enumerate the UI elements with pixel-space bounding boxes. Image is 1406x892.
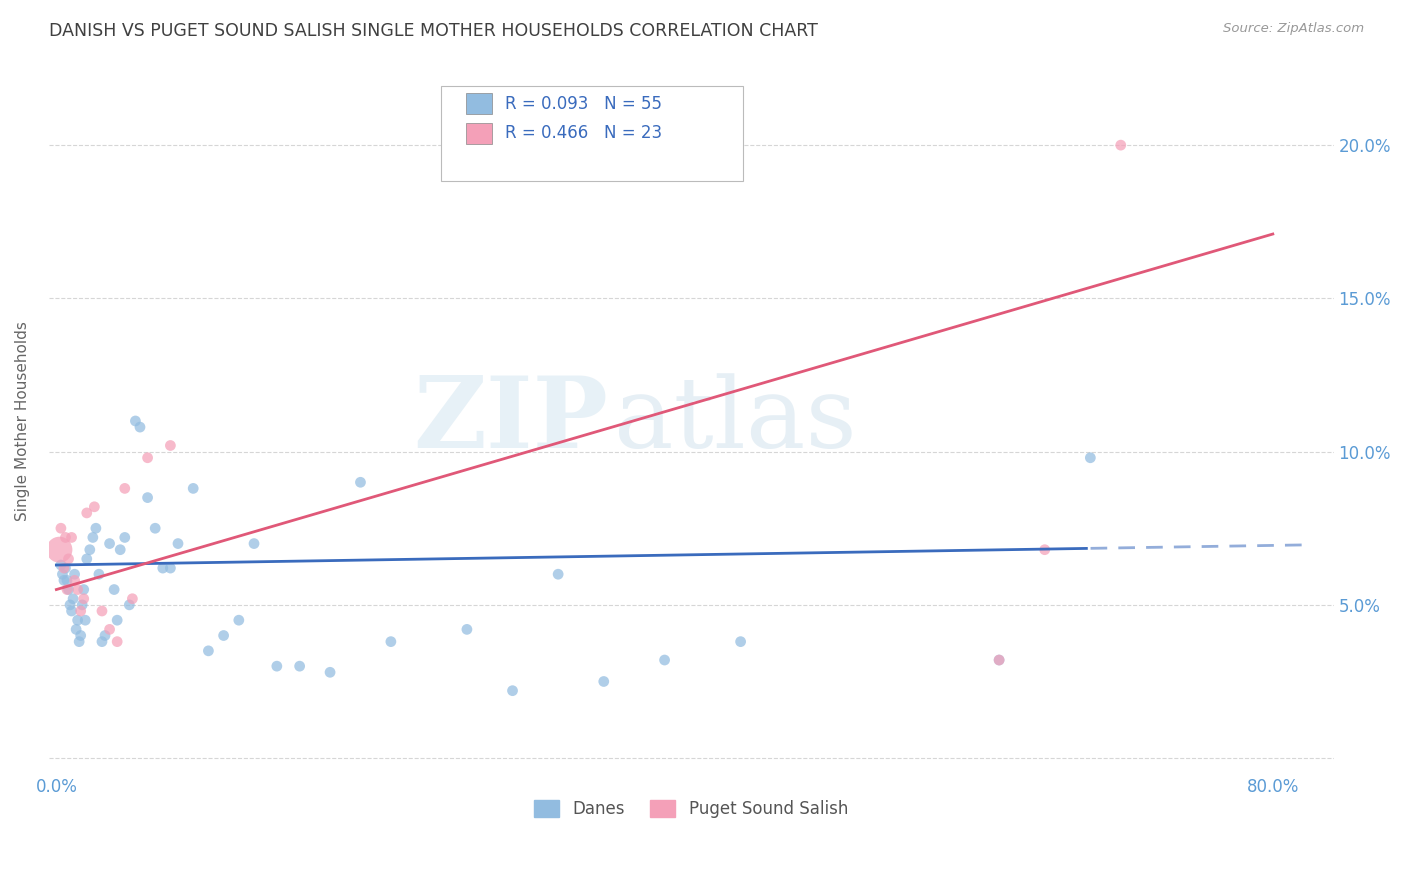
Point xyxy=(59,598,82,612)
Point xyxy=(243,536,266,550)
Text: R = 0.093   N = 55: R = 0.093 N = 55 xyxy=(505,95,662,112)
Point xyxy=(63,574,86,588)
Point xyxy=(67,634,90,648)
Point xyxy=(79,542,101,557)
Point xyxy=(63,567,86,582)
Point xyxy=(143,521,166,535)
Point xyxy=(62,591,84,606)
Point xyxy=(105,613,128,627)
Point xyxy=(349,475,371,490)
Point xyxy=(114,531,136,545)
Y-axis label: Single Mother Households: Single Mother Households xyxy=(15,321,30,521)
Point xyxy=(58,582,80,597)
Point xyxy=(988,653,1011,667)
Point xyxy=(380,634,402,648)
Point xyxy=(1078,450,1101,465)
Point xyxy=(159,561,181,575)
Point xyxy=(103,582,125,597)
Point xyxy=(129,420,152,434)
Point xyxy=(502,683,524,698)
Point xyxy=(51,567,73,582)
Point xyxy=(98,623,121,637)
Point xyxy=(136,450,159,465)
Point xyxy=(69,628,91,642)
FancyBboxPatch shape xyxy=(467,123,492,144)
Point xyxy=(98,536,121,550)
Point xyxy=(60,531,83,545)
Point xyxy=(55,531,77,545)
Text: Source: ZipAtlas.com: Source: ZipAtlas.com xyxy=(1223,22,1364,36)
Point xyxy=(197,644,219,658)
Point xyxy=(228,613,250,627)
Point xyxy=(75,613,97,627)
FancyBboxPatch shape xyxy=(440,87,742,181)
Point xyxy=(82,531,104,545)
Point xyxy=(76,552,98,566)
Point xyxy=(73,582,96,597)
Point xyxy=(152,561,174,575)
Point xyxy=(654,653,676,667)
Point xyxy=(1033,542,1056,557)
Point xyxy=(73,591,96,606)
Point xyxy=(66,613,89,627)
Point xyxy=(114,482,136,496)
Point xyxy=(288,659,311,673)
Point xyxy=(55,561,77,575)
Point xyxy=(1109,138,1132,153)
Text: R = 0.466   N = 23: R = 0.466 N = 23 xyxy=(505,124,662,143)
Point xyxy=(84,521,107,535)
Point xyxy=(266,659,288,673)
Point xyxy=(52,574,75,588)
Point xyxy=(83,500,105,514)
Point xyxy=(456,623,478,637)
Point xyxy=(87,567,110,582)
Point xyxy=(91,634,114,648)
Legend: Danes, Puget Sound Salish: Danes, Puget Sound Salish xyxy=(527,794,855,825)
Point xyxy=(167,536,190,550)
Point xyxy=(58,552,80,566)
Point xyxy=(730,634,752,648)
Point xyxy=(56,582,79,597)
Text: atlas: atlas xyxy=(614,373,856,469)
Text: DANISH VS PUGET SOUND SALISH SINGLE MOTHER HOUSEHOLDS CORRELATION CHART: DANISH VS PUGET SOUND SALISH SINGLE MOTH… xyxy=(49,22,818,40)
Point xyxy=(65,623,87,637)
FancyBboxPatch shape xyxy=(467,93,492,114)
Point xyxy=(547,567,569,582)
Point xyxy=(121,591,143,606)
Point xyxy=(159,438,181,452)
Point xyxy=(66,582,89,597)
Point xyxy=(136,491,159,505)
Point xyxy=(91,604,114,618)
Point xyxy=(94,628,117,642)
Text: ZIP: ZIP xyxy=(413,373,607,469)
Point xyxy=(105,634,128,648)
Point xyxy=(70,598,93,612)
Point xyxy=(76,506,98,520)
Point xyxy=(69,604,91,618)
Point xyxy=(49,521,72,535)
Point xyxy=(181,482,204,496)
Point xyxy=(56,574,79,588)
Point xyxy=(52,561,75,575)
Point xyxy=(592,674,614,689)
Point xyxy=(110,542,132,557)
Point xyxy=(988,653,1011,667)
Point xyxy=(212,628,235,642)
Point xyxy=(48,542,70,557)
Point xyxy=(49,558,72,572)
Point xyxy=(124,414,146,428)
Point xyxy=(319,665,342,680)
Point xyxy=(118,598,141,612)
Point xyxy=(60,604,83,618)
